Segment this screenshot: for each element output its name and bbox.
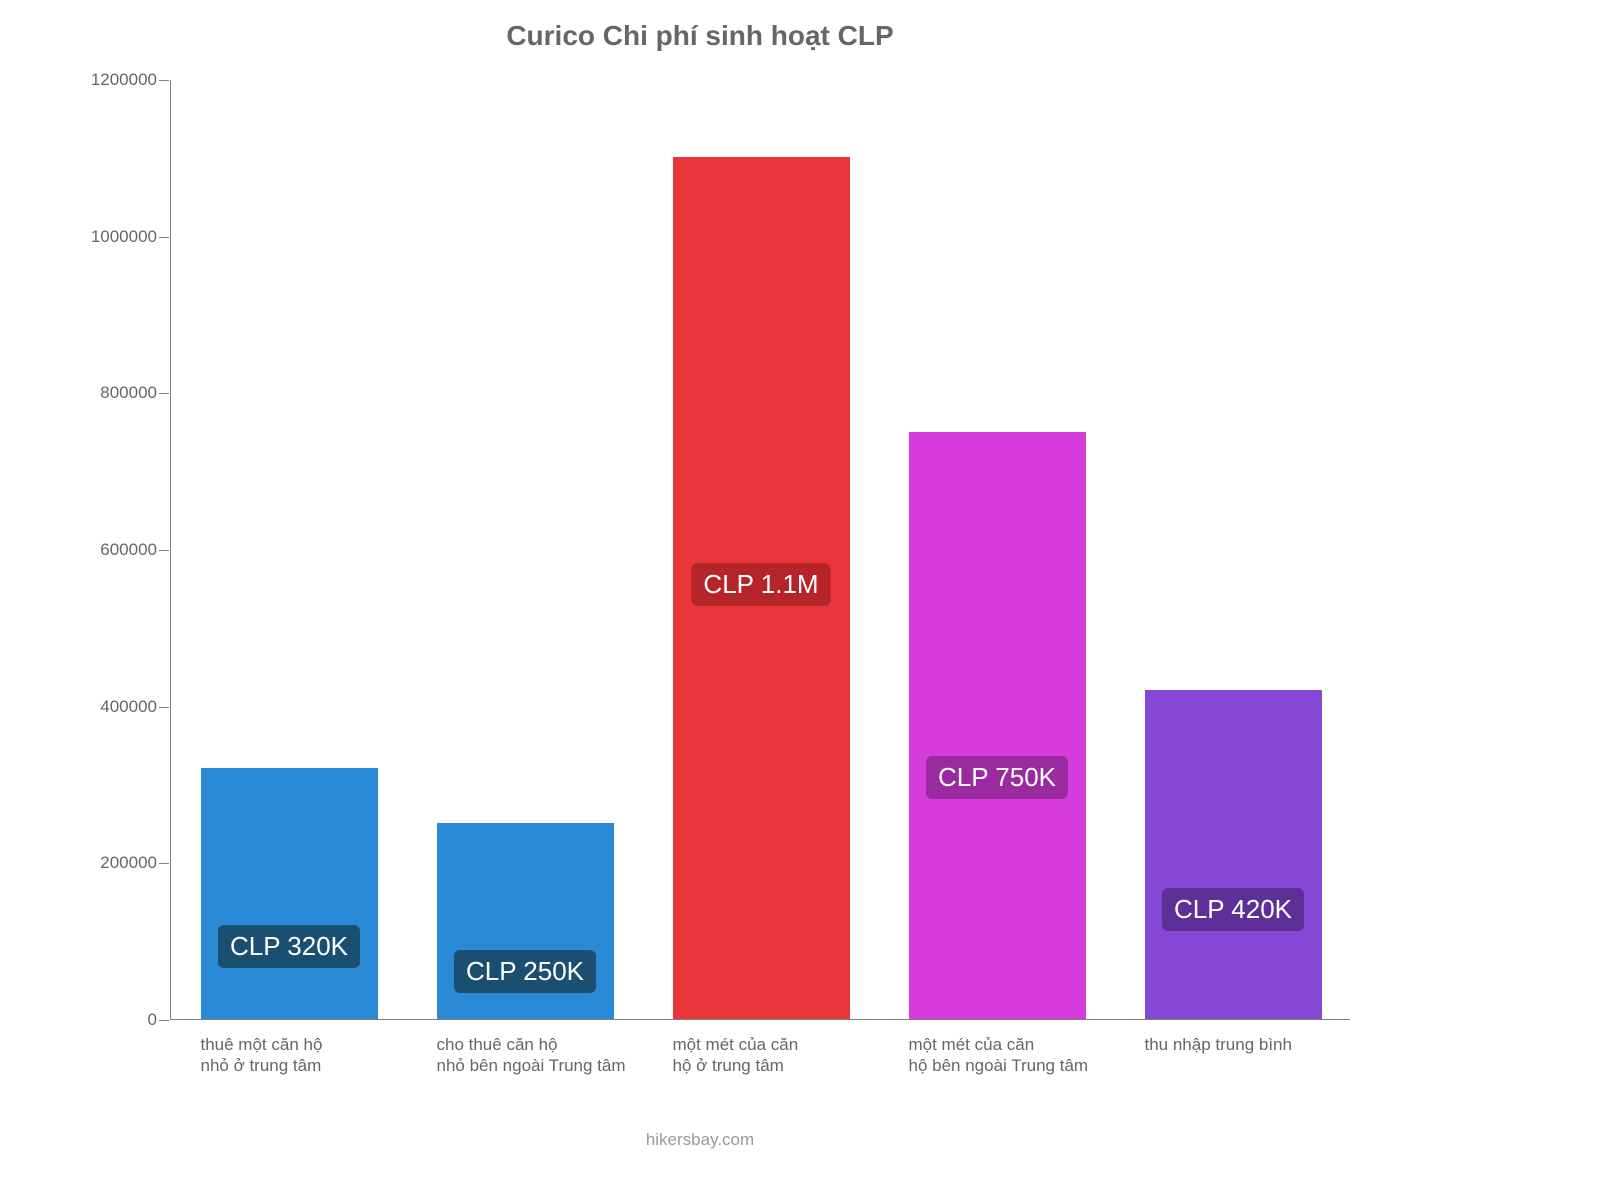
bar bbox=[909, 432, 1086, 1020]
y-tick-label: 600000 bbox=[100, 540, 171, 560]
x-label-line: một mét của căn bbox=[909, 1034, 1126, 1055]
chart-footer: hikersbay.com bbox=[50, 1130, 1350, 1150]
x-label-line: thu nhập trung bình bbox=[1145, 1034, 1362, 1055]
value-badge: CLP 1.1M bbox=[691, 563, 830, 606]
x-label-line: thuê một căn hộ bbox=[201, 1034, 418, 1055]
x-label-line: hộ bên ngoài Trung tâm bbox=[909, 1055, 1126, 1076]
y-tick-label: 200000 bbox=[100, 853, 171, 873]
x-label-line: cho thuê căn hộ bbox=[437, 1034, 654, 1055]
x-label-line: một mét của căn bbox=[673, 1034, 890, 1055]
x-label-line: nhỏ ở trung tâm bbox=[201, 1055, 418, 1076]
value-badge: CLP 750K bbox=[926, 756, 1068, 799]
y-tick-label: 0 bbox=[148, 1010, 171, 1030]
y-tick-label: 1200000 bbox=[91, 70, 171, 90]
x-label: cho thuê căn hộnhỏ bên ngoài Trung tâm bbox=[437, 1034, 654, 1077]
value-badge: CLP 250K bbox=[454, 950, 596, 993]
y-tick-label: 1000000 bbox=[91, 227, 171, 247]
y-tick-label: 800000 bbox=[100, 383, 171, 403]
bar bbox=[1145, 690, 1322, 1019]
value-badge: CLP 320K bbox=[218, 925, 360, 968]
y-tick-label: 400000 bbox=[100, 697, 171, 717]
x-label: một mét của cănhộ ở trung tâm bbox=[673, 1034, 890, 1077]
x-label-line: hộ ở trung tâm bbox=[673, 1055, 890, 1076]
chart-container: Curico Chi phí sinh hoạt CLP 02000004000… bbox=[50, 20, 1350, 1180]
bar bbox=[201, 768, 378, 1019]
x-label: thu nhập trung bình bbox=[1145, 1034, 1362, 1055]
value-badge: CLP 420K bbox=[1162, 888, 1304, 931]
x-label: một mét của cănhộ bên ngoài Trung tâm bbox=[909, 1034, 1126, 1077]
x-label: thuê một căn hộnhỏ ở trung tâm bbox=[201, 1034, 418, 1077]
x-label-line: nhỏ bên ngoài Trung tâm bbox=[437, 1055, 654, 1076]
plot-area: 020000040000060000080000010000001200000C… bbox=[170, 80, 1350, 1020]
chart-title: Curico Chi phí sinh hoạt CLP bbox=[50, 20, 1350, 52]
